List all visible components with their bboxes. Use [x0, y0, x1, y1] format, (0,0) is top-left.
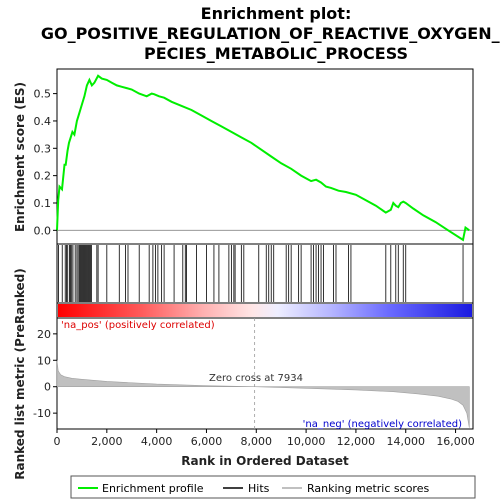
xtick-label-7: 14,000 — [386, 435, 425, 448]
title-line-3: PECIES_METABOLIC_PROCESS — [144, 44, 408, 63]
legend-label-hits: Hits — [248, 482, 270, 495]
es-layer — [56, 74, 473, 242]
metric-layer — [56, 318, 470, 429]
xtick-label-5: 10,000 — [287, 435, 326, 448]
xtick-label-2: 4,000 — [141, 435, 173, 448]
es-ytick-label-5: 0.5 — [34, 88, 52, 101]
x-axis-label: Rank in Ordered Dataset — [181, 454, 349, 468]
es-y-axis-label: Enrichment score (ES) — [13, 82, 27, 232]
metric-ytick-label-1: 0 — [44, 381, 51, 394]
metric-y-axis-label: Ranked list metric (PreRanked) — [13, 268, 27, 480]
xtick-label-0: 0 — [54, 435, 61, 448]
zero-cross-label: Zero cross at 7934 — [209, 373, 303, 384]
title-line-2: GO_POSITIVE_REGULATION_OF_REACTIVE_OXYGE… — [41, 24, 500, 43]
es-ytick-label-0: 0.0 — [34, 224, 52, 237]
xtick-label-3: 6,000 — [191, 435, 223, 448]
es-curve-enrichment-profile — [56, 74, 470, 242]
es-ytick-label-3: 0.3 — [34, 142, 52, 155]
xtick-label-4: 8,000 — [241, 435, 273, 448]
metric-ytick-label-3: 20 — [37, 328, 51, 341]
xtick-label-8: 16,000 — [436, 435, 475, 448]
xtick-label-1: 2,000 — [91, 435, 123, 448]
hits-layer — [58, 245, 464, 302]
es-ytick-label-4: 0.4 — [34, 115, 52, 128]
axes-layer: 0.0 0.1 0.2 0.3 0.4 0.5 -10 0 10 20 0 2,000 4,000 6,0… — [33, 88, 475, 448]
metric-ytick-label-0: -10 — [33, 407, 51, 420]
legend-box — [70, 475, 476, 499]
es-ytick-label-1: 0.1 — [34, 197, 52, 210]
es-ytick-label-2: 0.2 — [34, 170, 52, 183]
metric-ytick-label-2: 10 — [37, 354, 51, 367]
metric-panel-frame — [56, 317, 474, 430]
legend-label-metric: Ranking metric scores — [307, 482, 429, 495]
legend-label-enrichment: Enrichment profile — [102, 482, 204, 495]
title-line-1: Enrichment plot: — [201, 4, 352, 23]
es-panel-frame — [56, 68, 474, 245]
neg-correlated-label: 'na_neg' (negatively correlated) — [303, 419, 462, 430]
xtick-label-6: 12,000 — [337, 435, 376, 448]
rank-color-bar — [58, 304, 472, 317]
metric-area — [56, 360, 470, 428]
hits-panel-frame — [56, 243, 474, 304]
pos-correlated-label: 'na_pos' (positively correlated) — [61, 320, 215, 331]
